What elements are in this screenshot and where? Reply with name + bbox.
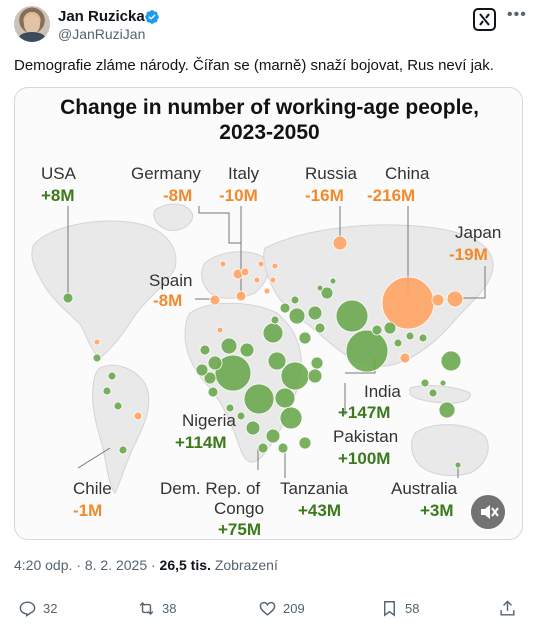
repost-button[interactable]: 38 xyxy=(137,598,176,618)
label-russia: Russia xyxy=(305,164,357,183)
label-australia: Australia xyxy=(391,479,458,498)
value-japan: -19M xyxy=(449,245,488,264)
view-count: 26,5 tis. xyxy=(159,557,211,573)
reply-icon xyxy=(19,600,36,617)
author-avatar[interactable] xyxy=(14,6,50,42)
greenland-shape xyxy=(153,203,194,231)
verified-badge-icon xyxy=(145,10,159,24)
label-chile: Chile xyxy=(73,479,112,498)
label-tanzania: Tanzania xyxy=(280,479,349,498)
tweet-text: Demografie zláme národy. Čířan se (marně… xyxy=(14,57,494,74)
label-drc-line1: Dem. Rep. of xyxy=(160,479,261,498)
value-usa: +8M xyxy=(41,186,75,205)
australia-shape xyxy=(411,424,489,477)
bubble-pakistan xyxy=(335,299,369,333)
label-nigeria: Nigeria xyxy=(182,411,236,430)
value-chile: -1M xyxy=(73,501,103,520)
bubble-tanzania xyxy=(279,406,303,430)
bookmark-button[interactable]: 58 xyxy=(380,598,419,618)
value-russia: -16M xyxy=(305,186,344,205)
bubble-china xyxy=(381,276,435,330)
bubble-drc xyxy=(243,383,275,415)
label-india: India xyxy=(364,382,401,401)
bookmark-icon xyxy=(384,600,395,617)
value-tanzania: +43M xyxy=(298,501,341,520)
mute-icon[interactable] xyxy=(471,495,505,529)
bubble-australia xyxy=(454,461,462,469)
label-usa: USA xyxy=(41,164,76,183)
label-spain: Spain xyxy=(149,271,193,290)
share-icon xyxy=(500,599,515,616)
reply-button[interactable]: 32 xyxy=(18,598,57,618)
bubble-india xyxy=(345,329,389,373)
label-drc-line2: Congo xyxy=(214,499,265,518)
value-germany: -8M xyxy=(163,186,193,205)
bubble-egypt xyxy=(262,322,284,344)
bubble-japan xyxy=(446,290,464,308)
reply-count: 32 xyxy=(43,600,58,616)
value-china: -216M xyxy=(367,186,416,205)
more-options-icon[interactable]: ••• xyxy=(507,6,527,23)
bubble-nigeria xyxy=(214,354,252,392)
value-india: +147M xyxy=(338,403,391,422)
like-button[interactable]: 209 xyxy=(258,598,305,618)
label-germany: Germany xyxy=(131,164,201,183)
chart-title-line2: 2023-2050 xyxy=(219,121,320,144)
bubble-indonesia xyxy=(440,350,462,372)
repost-count: 38 xyxy=(162,600,177,616)
indonesia-shape xyxy=(409,385,471,404)
author-name[interactable]: Jan Ruzicka xyxy=(58,8,145,25)
south-america-shape xyxy=(92,364,150,494)
world-map-bubbles xyxy=(31,203,494,494)
tweet-time[interactable]: 4:20 odp. · 8. 2. 2025 · xyxy=(14,557,156,573)
grok-icon[interactable] xyxy=(473,8,496,31)
like-count: 209 xyxy=(283,600,305,616)
repost-icon xyxy=(139,601,154,615)
label-japan: Japan xyxy=(455,223,502,242)
heart-icon xyxy=(259,601,276,616)
value-spain: -8M xyxy=(153,291,183,310)
tweet-timestamp[interactable]: 4:20 odp. · 8. 2. 2025 · 26,5 tis. Zobra… xyxy=(14,557,278,573)
label-pakistan: Pakistan xyxy=(333,427,399,446)
bubble-chile xyxy=(133,411,143,421)
bubble-italy xyxy=(235,290,247,302)
bubble-usa xyxy=(62,292,74,304)
value-nigeria: +114M xyxy=(175,433,227,452)
view-label: Zobrazení xyxy=(214,557,278,573)
label-china: China xyxy=(385,164,430,183)
label-italy: Italy xyxy=(228,164,260,183)
value-drc: +75M xyxy=(218,520,261,539)
chart-title-line1: Change in number of working-age people, xyxy=(60,96,479,119)
author-handle[interactable]: @JanRuziJan xyxy=(58,26,146,42)
value-italy: -10M xyxy=(219,186,258,205)
tweet-media-image[interactable]: Change in number of working-age people, … xyxy=(14,87,523,540)
value-australia: +3M xyxy=(420,501,454,520)
bookmark-count: 58 xyxy=(405,600,420,616)
bubble-spain xyxy=(209,294,221,306)
share-button[interactable] xyxy=(498,598,523,618)
bubble-japan-2 xyxy=(431,293,445,307)
bubble-ethiopia xyxy=(280,361,310,391)
value-pakistan: +100M xyxy=(338,449,391,468)
bubble-russia xyxy=(332,235,348,251)
